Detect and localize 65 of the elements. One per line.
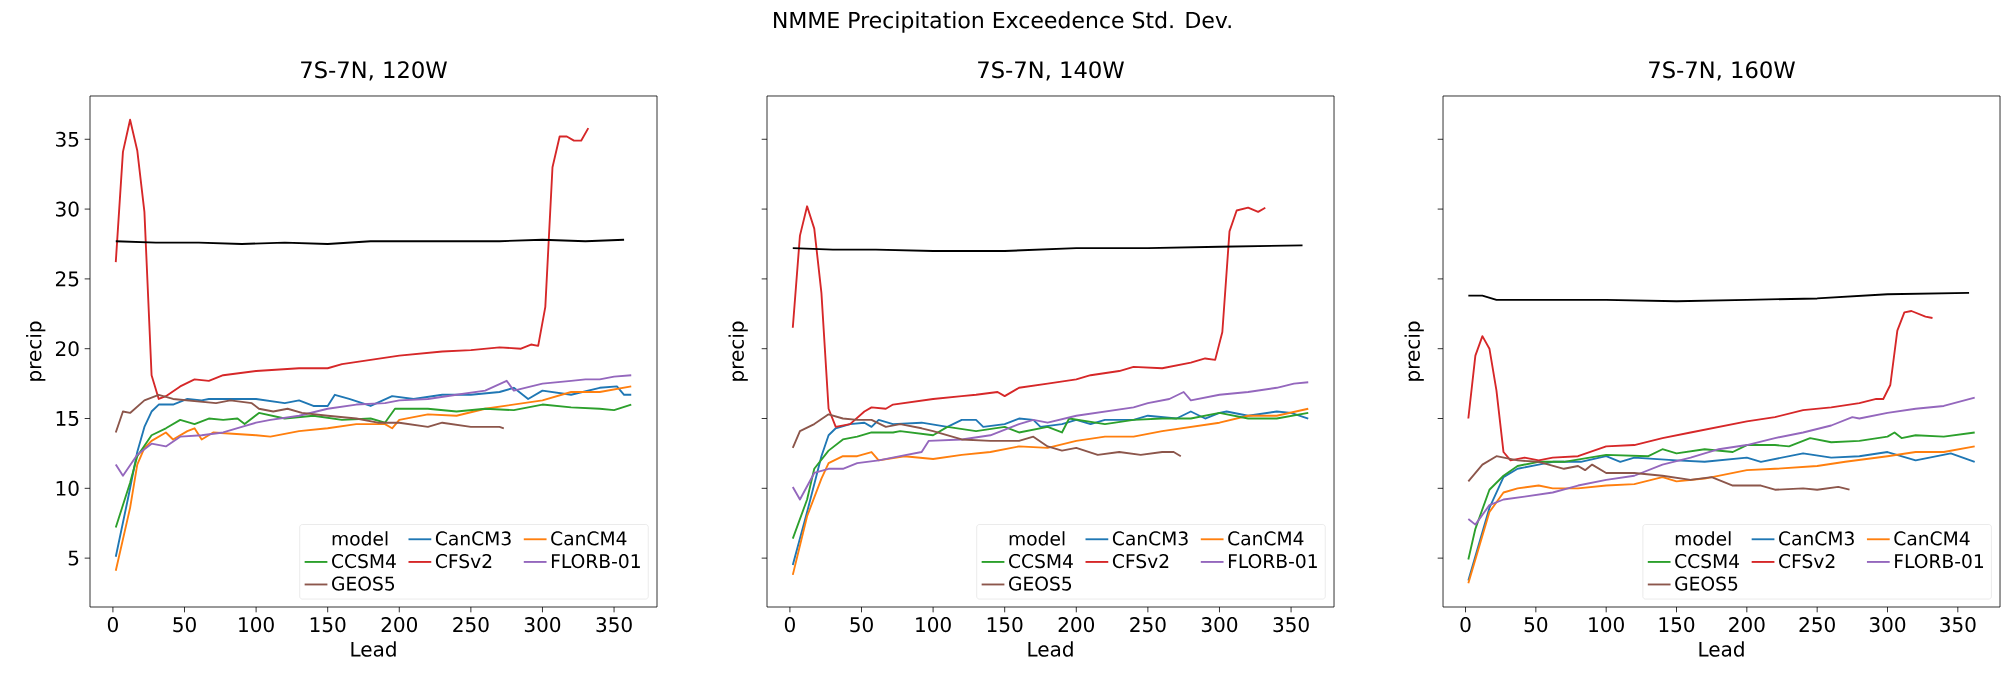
legend-label: FLORB-01: [551, 554, 640, 569]
x-tick-label: 50: [173, 617, 196, 633]
x-tick-label: 250: [1799, 617, 1835, 633]
legend-label: GEOS5: [1675, 576, 1738, 591]
legend-label: CanCM4: [1894, 531, 1970, 546]
y-axis-title: precip: [728, 321, 748, 381]
line-series: [114, 374, 633, 477]
x-tick-label: 300: [1201, 617, 1238, 633]
y-tick-label: 10: [56, 480, 79, 496]
x-tick-label: 250: [1130, 617, 1166, 633]
legend-label: CanCM3: [1779, 531, 1854, 546]
legend-label: CCSM4: [332, 554, 396, 569]
legend-label: GEOS5: [332, 576, 395, 591]
legend-label: CanCM3: [435, 531, 511, 546]
x-tick-label: 100: [239, 617, 274, 633]
x-tick-label: 0: [107, 617, 118, 633]
x-tick-label: 0: [1460, 617, 1471, 633]
legend-label: CCSM4: [1675, 554, 1740, 569]
x-axis-title: Lead: [1699, 641, 1744, 657]
y-tick-label: 35: [56, 131, 79, 147]
y-tick-label: 25: [55, 271, 79, 287]
x-tick-label: 100: [1589, 617, 1624, 633]
x-tick-label: 100: [916, 617, 951, 633]
x-tick-label: 350: [596, 617, 632, 633]
x-tick-label: 50: [850, 617, 873, 633]
x-tick-label: 150: [310, 617, 346, 633]
legend-label: CCSM4: [1009, 554, 1073, 569]
legend-label: CFSv2: [1779, 554, 1835, 569]
y-tick-label: 15: [56, 411, 79, 426]
y-tick-label: 20: [55, 341, 79, 357]
x-tick-label: 200: [1058, 617, 1095, 633]
legend-label: FLORB-01: [1895, 554, 1984, 569]
x-tick-label: 300: [1869, 617, 1906, 633]
legend-label: CFSv2: [1112, 554, 1169, 569]
legend-label: GEOS5: [1009, 576, 1072, 591]
text: NMME Precipitation Exceedence Std. Dev.: [774, 11, 1231, 33]
legend-label: CanCM4: [1228, 531, 1304, 546]
x-tick-label: 200: [381, 617, 418, 633]
y-tick-label: 5: [68, 550, 79, 566]
legend-label: CanCM4: [551, 531, 627, 546]
legend-label: FLORB-01: [1228, 554, 1317, 569]
x-tick-label: 150: [1659, 617, 1695, 633]
y-tick-label: 30: [56, 201, 79, 217]
legend-label: CanCM3: [1112, 531, 1188, 546]
y-axis-title: precip: [26, 321, 46, 381]
x-tick-label: 0: [784, 617, 795, 633]
line-series: [114, 403, 633, 529]
x-tick-label: 300: [524, 617, 561, 633]
legend-title: model: [1675, 531, 1731, 546]
x-tick-label: 50: [1524, 617, 1548, 633]
x-tick-label: 200: [1729, 617, 1765, 633]
x-tick-label: 350: [1273, 617, 1309, 633]
chart-title: 7S-7N, 140W: [978, 61, 1124, 81]
x-tick-label: 350: [1940, 617, 1976, 633]
legend-title: model: [332, 531, 388, 546]
line-series: [114, 118, 590, 400]
x-axis-title: Lead: [1028, 641, 1073, 657]
legend-label: CFSv2: [435, 554, 492, 569]
x-tick-label: 250: [453, 617, 489, 633]
x-axis-title: Lead: [351, 641, 396, 657]
y-axis-title: precip: [1404, 321, 1424, 381]
chart-title: 7S-7N, 160W: [1649, 61, 1795, 81]
chart-title: 7S-7N, 120W: [301, 61, 447, 81]
legend-title: model: [1009, 531, 1065, 546]
x-tick-label: 150: [987, 617, 1023, 633]
